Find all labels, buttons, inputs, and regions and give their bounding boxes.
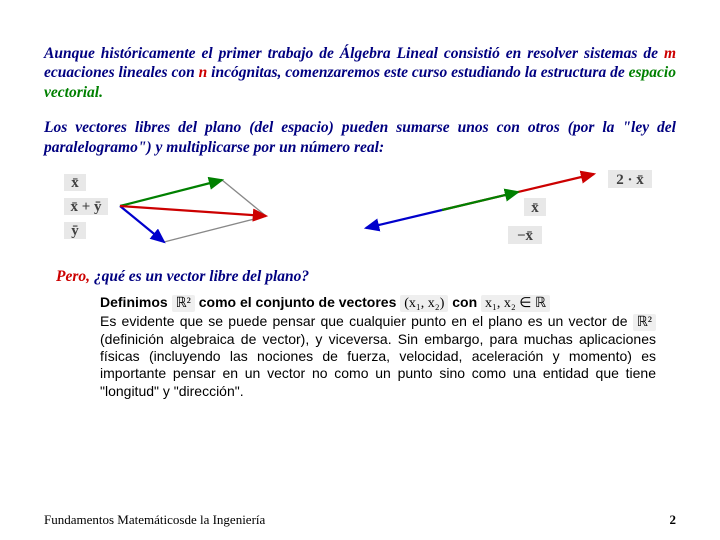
label-xy: x̄ + ȳ bbox=[70, 199, 102, 215]
math-r2: ℝ² bbox=[172, 295, 195, 312]
footer-title: Fundamentos Matemáticosde la Ingeniería bbox=[44, 512, 265, 528]
math-r2-inline: ℝ² bbox=[633, 314, 656, 331]
definition-line-1: Definimos ℝ² como el conjunto de vectore… bbox=[100, 294, 656, 312]
footer: Fundamentos Matemáticosde la Ingeniería … bbox=[44, 512, 676, 528]
slide-body: Aunque históricamente el primer trabajo … bbox=[0, 0, 720, 412]
label-x2: x̄ bbox=[531, 200, 539, 216]
math-member: x₁, x₂ ∈ ℝ bbox=[481, 295, 550, 312]
intro-text-3: incógnitas, comenzaremos este curso estu… bbox=[207, 64, 628, 81]
paragraph-vectors: Los vectores libres del plano (del espac… bbox=[44, 118, 676, 158]
definition-block: Definimos ℝ² como el conjunto de vectore… bbox=[100, 294, 656, 399]
label-negx: −x̄ bbox=[517, 228, 534, 244]
paragraph-intro: Aunque históricamente el primer trabajo … bbox=[44, 44, 676, 103]
label-2x: 2 · x̄ bbox=[616, 172, 644, 188]
label-y: ȳ bbox=[71, 223, 79, 239]
definition-body: Es evidente que se puede pensar que cual… bbox=[100, 313, 656, 399]
def-1a: Definimos bbox=[100, 294, 172, 310]
parallelogram-diagram: x̄ x̄ + ȳ ȳ bbox=[62, 168, 322, 258]
var-n: n bbox=[199, 64, 208, 81]
pero-word: Pero, bbox=[56, 268, 90, 285]
var-m: m bbox=[664, 45, 676, 62]
pero-rest: ¿qué es un vector libre del plano? bbox=[90, 268, 309, 285]
heading-pero: Pero, ¿qué es un vector libre del plano? bbox=[56, 268, 676, 286]
def-body-2: (definición algebraica de vector), y vic… bbox=[100, 331, 656, 398]
def-1b: como el conjunto de vectores bbox=[195, 294, 400, 310]
page-number: 2 bbox=[670, 512, 677, 528]
label-x: x̄ bbox=[71, 175, 79, 191]
math-tuple: (x₁, x₂) bbox=[400, 295, 448, 312]
def-1c: con bbox=[448, 294, 481, 310]
intro-text-2: ecuaciones lineales con bbox=[44, 64, 199, 81]
def-body-1: Es evidente que se puede pensar que cual… bbox=[100, 313, 633, 329]
intro-text-1: Aunque históricamente el primer trabajo … bbox=[44, 45, 664, 62]
diagram-row: x̄ x̄ + ȳ ȳ 2 · x̄ x̄ −x̄ bbox=[44, 168, 676, 258]
scalar-diagram: 2 · x̄ x̄ −x̄ bbox=[358, 168, 658, 258]
